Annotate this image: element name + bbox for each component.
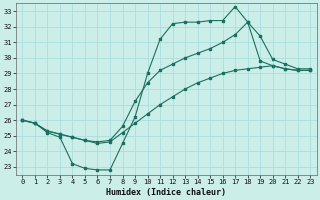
X-axis label: Humidex (Indice chaleur): Humidex (Indice chaleur) bbox=[106, 188, 226, 197]
